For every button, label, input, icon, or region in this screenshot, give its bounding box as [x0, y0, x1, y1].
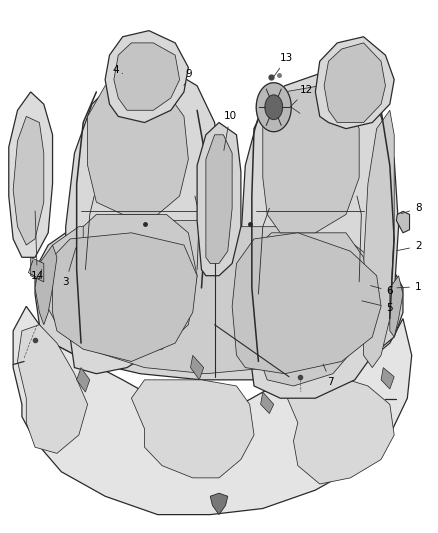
Text: 7: 7: [323, 364, 334, 386]
Polygon shape: [66, 67, 219, 374]
Polygon shape: [197, 123, 241, 276]
Text: 13: 13: [274, 53, 293, 76]
Polygon shape: [105, 30, 188, 123]
Text: 5: 5: [362, 301, 393, 312]
Text: 14: 14: [31, 211, 44, 281]
Text: 9: 9: [184, 69, 192, 86]
Text: 12: 12: [290, 85, 313, 107]
Polygon shape: [88, 79, 188, 214]
Polygon shape: [364, 110, 394, 368]
Polygon shape: [13, 116, 44, 245]
Polygon shape: [13, 306, 412, 515]
Polygon shape: [9, 92, 53, 257]
Text: 2: 2: [397, 241, 422, 251]
Polygon shape: [35, 245, 57, 325]
Polygon shape: [285, 374, 394, 484]
Polygon shape: [206, 135, 232, 263]
Polygon shape: [258, 233, 368, 386]
Polygon shape: [390, 276, 403, 337]
Polygon shape: [35, 221, 403, 380]
Polygon shape: [261, 392, 274, 414]
Polygon shape: [256, 83, 291, 132]
Polygon shape: [232, 233, 381, 374]
Text: 4: 4: [113, 66, 123, 76]
Polygon shape: [263, 86, 359, 233]
Polygon shape: [210, 493, 228, 515]
Polygon shape: [31, 257, 44, 282]
Polygon shape: [241, 74, 399, 398]
Polygon shape: [114, 43, 180, 110]
Text: 1: 1: [397, 282, 422, 292]
Text: 6: 6: [371, 286, 393, 296]
Polygon shape: [315, 37, 394, 128]
Polygon shape: [83, 214, 197, 356]
Polygon shape: [131, 380, 254, 478]
Polygon shape: [324, 43, 385, 123]
Polygon shape: [53, 233, 197, 361]
Polygon shape: [396, 212, 410, 233]
Text: 3: 3: [62, 248, 76, 287]
Text: 8: 8: [401, 203, 422, 214]
Polygon shape: [381, 368, 394, 389]
Polygon shape: [191, 356, 204, 380]
Polygon shape: [265, 95, 283, 119]
Polygon shape: [77, 368, 90, 392]
Polygon shape: [18, 325, 88, 454]
Polygon shape: [44, 221, 399, 374]
Text: 10: 10: [223, 111, 237, 150]
